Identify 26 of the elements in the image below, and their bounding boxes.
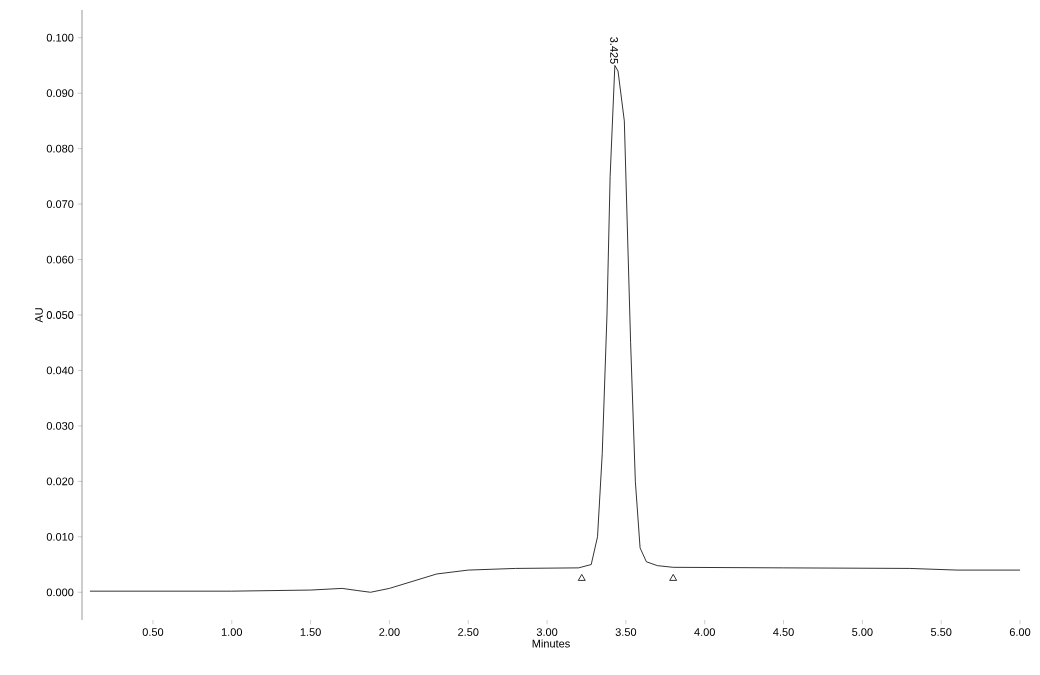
y-tick-label: 0.100: [46, 33, 74, 42]
x-tick-label: 3.50: [615, 628, 637, 636]
y-tick-label: 0.050: [46, 311, 74, 319]
x-tick-label: 6.00: [1009, 628, 1031, 636]
y-tick-label: 0.060: [46, 255, 74, 264]
x-tick-label: 0.50: [142, 628, 164, 636]
x-tick-label: 4.00: [694, 628, 715, 636]
y-tick-label: 0.070: [46, 200, 74, 208]
annotation: 3.425: [610, 37, 618, 64]
x-tick-label: 3.00: [536, 628, 558, 636]
x-tick-label: 2.00: [379, 628, 400, 636]
x-tick-label: 5.00: [852, 628, 873, 636]
y-axis-title: AU: [35, 308, 43, 323]
y-tick-label: 0.090: [46, 89, 74, 98]
y-tick-label: 0.010: [46, 532, 74, 541]
x-tick-label: 1.50: [300, 628, 321, 636]
x-axis-title: Minutes: [532, 639, 570, 648]
y-tick-label: 0.040: [46, 366, 74, 375]
x-tick-label: 1.00: [221, 628, 243, 636]
y-tick-label: 0.030: [46, 422, 74, 430]
x-tick-label: 2.50: [458, 628, 479, 636]
y-tick-label: 0.080: [46, 144, 74, 153]
y-tick-label: 0.020: [46, 477, 74, 486]
x-tick-label: 5.50: [930, 628, 952, 636]
x-tick-label: 4.50: [773, 628, 794, 636]
y-tick-label: 0.000: [46, 588, 74, 597]
